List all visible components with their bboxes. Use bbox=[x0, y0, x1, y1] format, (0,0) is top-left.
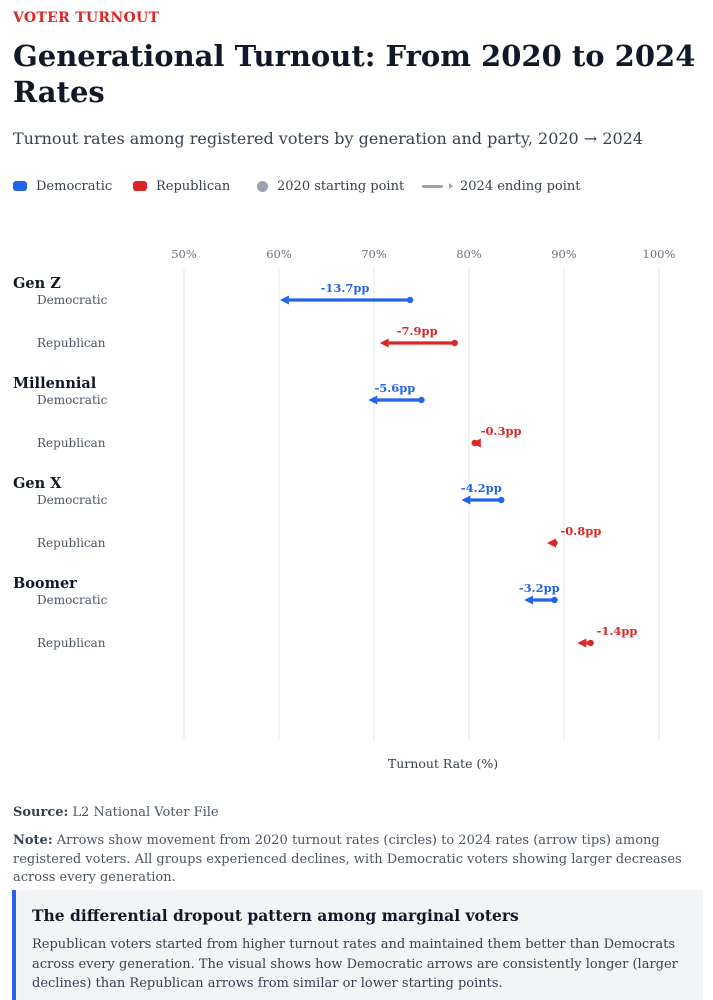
x-tick-label: 70% bbox=[361, 247, 387, 261]
generation-label: Gen X bbox=[13, 475, 62, 492]
x-tick-label: 100% bbox=[643, 247, 676, 261]
party-label: Democratic bbox=[37, 393, 108, 407]
legend: Democratic Republican 2020 starting poin… bbox=[13, 177, 703, 195]
change-arrowhead bbox=[461, 495, 471, 505]
generation-label: Boomer bbox=[13, 575, 77, 592]
party-label: Democratic bbox=[37, 593, 108, 607]
legend-end-label: 2024 ending point bbox=[460, 178, 581, 194]
change-arrowhead bbox=[279, 295, 289, 305]
source-text: L2 National Voter File bbox=[72, 805, 219, 820]
party-label: Democratic bbox=[37, 293, 108, 307]
start-point bbox=[551, 539, 558, 547]
start-point bbox=[587, 639, 594, 647]
change-arrowhead bbox=[368, 395, 378, 405]
legend-republican: Republican bbox=[133, 177, 230, 195]
republican-swatch bbox=[133, 181, 147, 191]
change-arrowhead bbox=[524, 595, 534, 605]
change-label: -0.8pp bbox=[561, 524, 602, 538]
page-title: Generational Turnout: From 2020 to 2024 … bbox=[13, 39, 696, 109]
note-text: Arrows show movement from 2020 turnout r… bbox=[13, 833, 682, 885]
start-point bbox=[418, 396, 425, 404]
note-label: Note: bbox=[13, 833, 53, 848]
legend-democratic: Democratic bbox=[13, 177, 112, 195]
note: Note: Arrows show movement from 2020 tur… bbox=[13, 832, 703, 888]
x-tick-label: 60% bbox=[266, 247, 292, 261]
callout-title: The differential dropout pattern among m… bbox=[32, 906, 519, 925]
party-label: Republican bbox=[37, 536, 106, 550]
start-point bbox=[451, 339, 458, 347]
source-line: Source: L2 National Voter File bbox=[13, 805, 219, 820]
change-arrowhead bbox=[379, 338, 389, 348]
legend-democratic-label: Democratic bbox=[36, 178, 113, 194]
x-tick-label: 50% bbox=[171, 247, 197, 261]
change-label: -4.2pp bbox=[461, 481, 502, 495]
party-label: Republican bbox=[37, 636, 106, 650]
start-point bbox=[406, 296, 414, 304]
change-label: -7.9pp bbox=[397, 324, 438, 338]
change-label: -0.3pp bbox=[481, 424, 522, 438]
change-arrowhead bbox=[577, 638, 587, 648]
source-label: Source: bbox=[13, 805, 69, 820]
start-point bbox=[471, 439, 478, 447]
party-label: Democratic bbox=[37, 493, 108, 507]
generation-label: Millennial bbox=[13, 375, 97, 392]
x-axis-title: Turnout Rate (%) bbox=[388, 756, 498, 771]
change-label: -5.6pp bbox=[374, 381, 415, 395]
start-point bbox=[498, 496, 505, 504]
generation-label: Gen Z bbox=[13, 275, 61, 292]
x-tick-label: 80% bbox=[456, 247, 482, 261]
legend-start-label: 2020 starting point bbox=[277, 178, 405, 194]
change-label: -1.4pp bbox=[597, 624, 638, 638]
change-label: -3.2pp bbox=[519, 581, 560, 595]
insight-callout: The differential dropout pattern among m… bbox=[12, 890, 703, 1000]
subtitle: Turnout rates among registered voters by… bbox=[13, 129, 644, 148]
legend-start: 2020 starting point bbox=[257, 177, 404, 195]
party-label: Republican bbox=[37, 336, 106, 350]
party-label: Republican bbox=[37, 436, 106, 450]
kicker: VOTER TURNOUT bbox=[13, 10, 160, 26]
x-tick-label: 90% bbox=[551, 247, 577, 261]
start-point bbox=[551, 596, 558, 604]
start-circle-icon bbox=[257, 180, 268, 192]
democratic-swatch bbox=[13, 181, 27, 191]
turnout-chart: 50% 60% 70% 80% 90% 100% Turnout Rate (%) Gen Z… bbox=[13, 247, 676, 771]
legend-end: 2024 ending point bbox=[422, 177, 581, 195]
end-arrow-icon bbox=[422, 181, 454, 191]
callout-text: Republican voters started from higher tu… bbox=[32, 937, 678, 991]
legend-republican-label: Republican bbox=[156, 178, 231, 194]
change-label: -13.7pp bbox=[321, 281, 370, 295]
